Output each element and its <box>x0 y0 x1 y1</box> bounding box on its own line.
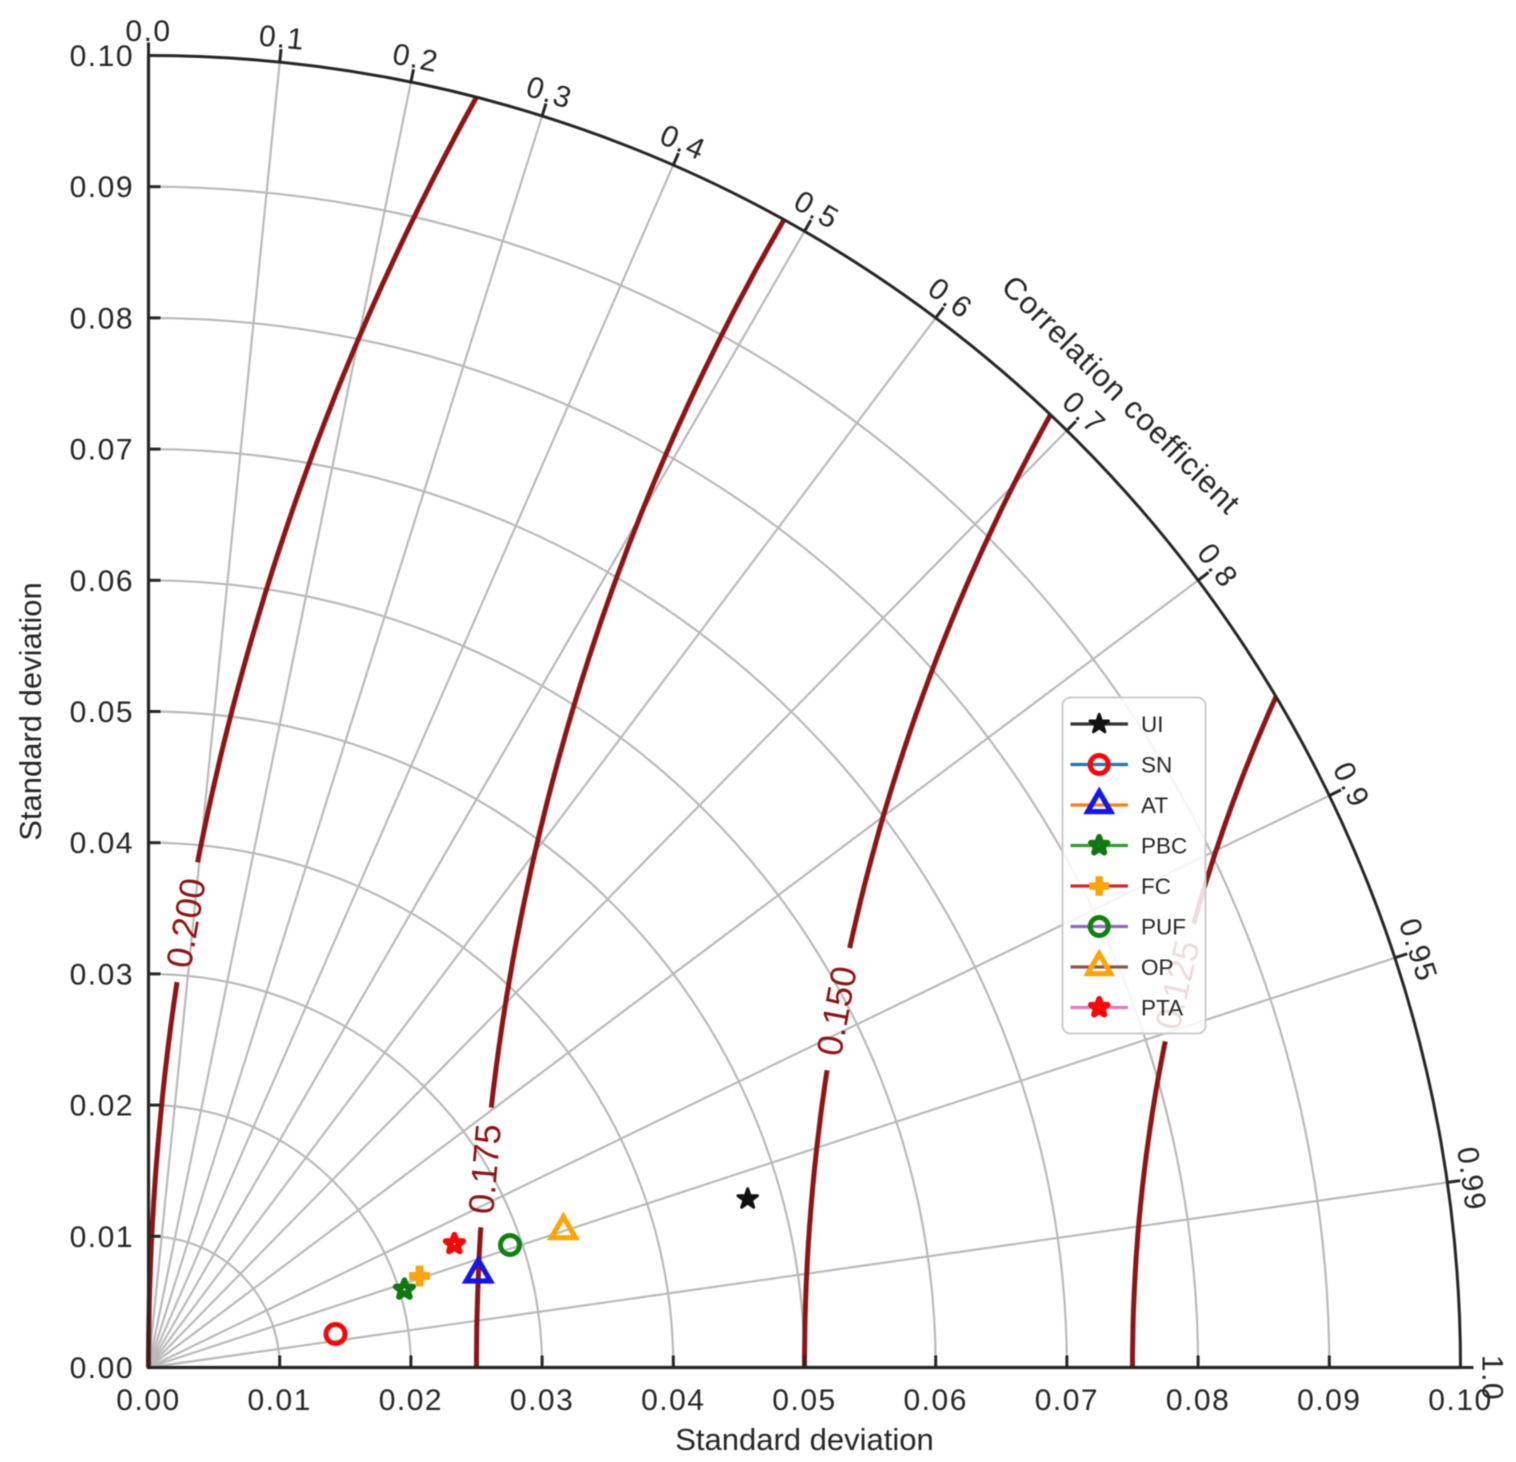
svg-text:0.08: 0.08 <box>70 302 134 335</box>
svg-text:0.08: 0.08 <box>1166 1384 1230 1417</box>
svg-text:0.04: 0.04 <box>70 827 134 860</box>
svg-text:0.09: 0.09 <box>1297 1384 1361 1417</box>
svg-text:0.0: 0.0 <box>125 15 171 48</box>
svg-text:FC: FC <box>1141 874 1171 899</box>
svg-text:Standard deviation: Standard deviation <box>675 1422 934 1457</box>
svg-text:0.05: 0.05 <box>772 1384 836 1417</box>
svg-text:0.10: 0.10 <box>1428 1384 1492 1417</box>
svg-text:SN: SN <box>1141 753 1172 778</box>
svg-text:OP: OP <box>1141 955 1174 980</box>
svg-text:0.05: 0.05 <box>70 696 134 729</box>
svg-text:0.01: 0.01 <box>248 1384 312 1417</box>
svg-text:0.02: 0.02 <box>379 1384 443 1417</box>
svg-text:0.07: 0.07 <box>1035 1384 1099 1417</box>
svg-text:0.01: 0.01 <box>70 1221 134 1254</box>
svg-text:0.07: 0.07 <box>70 434 134 467</box>
svg-text:0.09: 0.09 <box>70 171 134 204</box>
svg-text:0.175: 0.175 <box>460 1122 509 1215</box>
svg-text:0.03: 0.03 <box>70 958 134 991</box>
svg-text:0.10: 0.10 <box>70 40 134 73</box>
svg-text:0.06: 0.06 <box>70 565 134 598</box>
svg-text:0.03: 0.03 <box>510 1384 574 1417</box>
svg-text:AT: AT <box>1141 793 1168 818</box>
svg-text:0.06: 0.06 <box>904 1384 968 1417</box>
svg-text:0.1: 0.1 <box>257 19 306 56</box>
svg-text:1.0: 1.0 <box>1476 1355 1509 1401</box>
svg-text:0.02: 0.02 <box>70 1090 134 1123</box>
svg-text:UI: UI <box>1141 712 1164 737</box>
svg-text:PBC: PBC <box>1141 834 1187 859</box>
svg-text:0.04: 0.04 <box>641 1384 705 1417</box>
svg-text:Standard deviation: Standard deviation <box>13 582 48 841</box>
svg-text:0.00: 0.00 <box>70 1352 134 1385</box>
svg-text:0.00: 0.00 <box>116 1384 180 1417</box>
svg-text:PUF: PUF <box>1141 915 1186 940</box>
svg-text:PTA: PTA <box>1141 996 1183 1021</box>
